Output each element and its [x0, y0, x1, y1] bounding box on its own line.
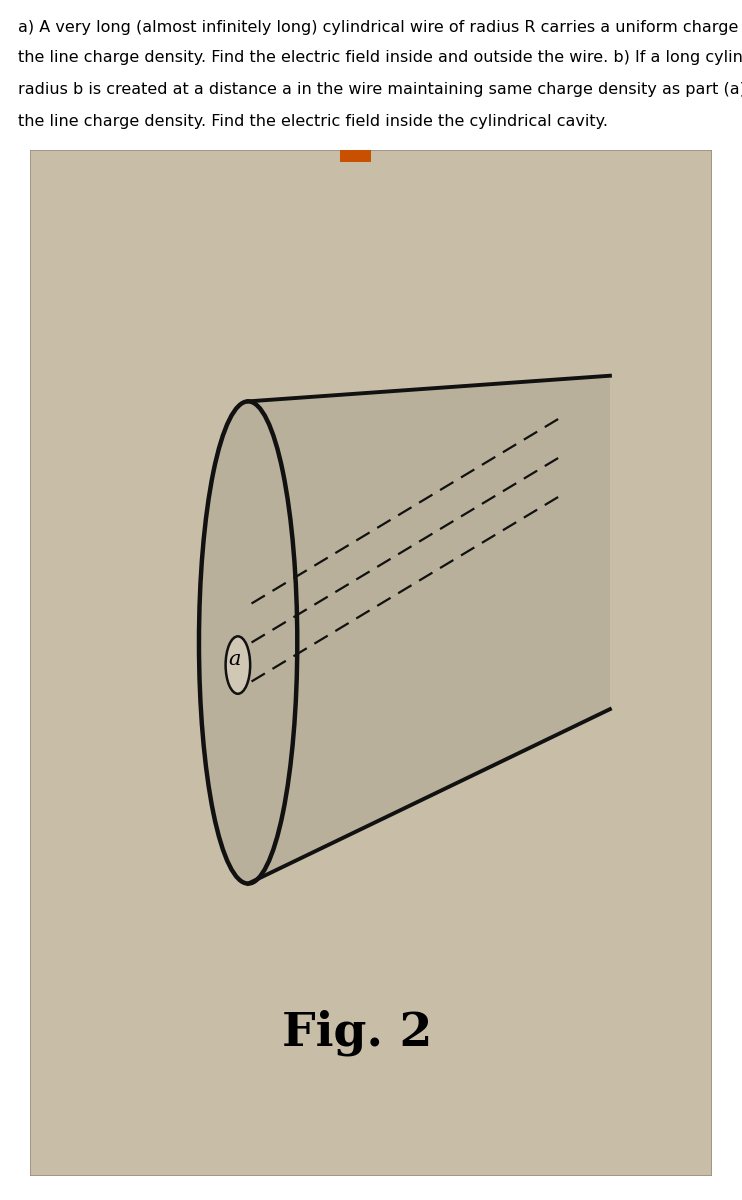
Polygon shape — [248, 376, 610, 883]
Text: radius b is created at a distance a in the wire maintaining same charge density : radius b is created at a distance a in t… — [18, 82, 742, 97]
Ellipse shape — [199, 401, 298, 883]
Ellipse shape — [226, 636, 250, 694]
Text: a: a — [229, 650, 240, 670]
Text: Fig. 2: Fig. 2 — [282, 1009, 433, 1056]
Bar — [341, 146, 371, 162]
Text: a) A very long (almost infinitely long) cylindrical wire of radius R carries a u: a) A very long (almost infinitely long) … — [18, 20, 742, 35]
Text: the line charge density. Find the electric field inside the cylindrical cavity.: the line charge density. Find the electr… — [18, 114, 608, 128]
Text: the line charge density. Find the electric field inside and outside the wire. b): the line charge density. Find the electr… — [18, 50, 742, 65]
